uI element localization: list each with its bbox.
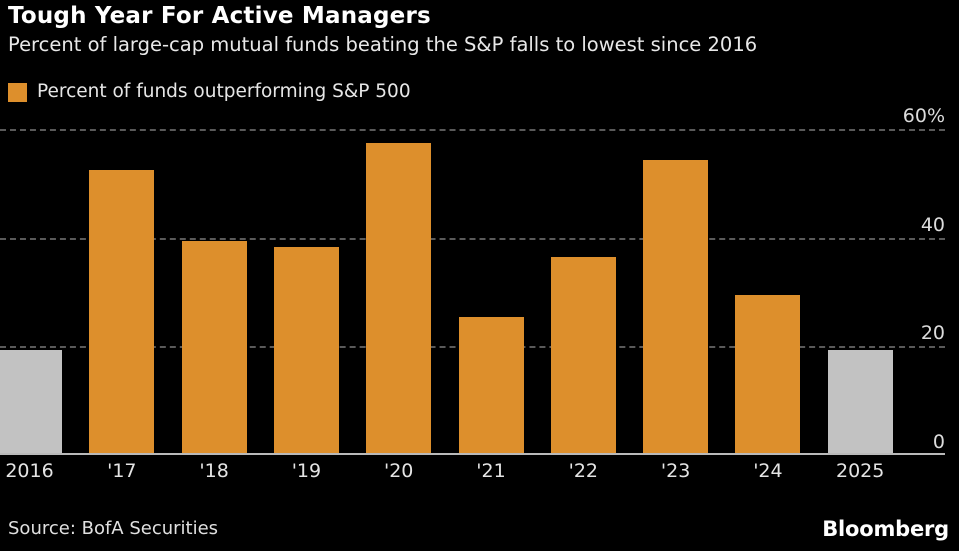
x-axis-tick-label: '17 xyxy=(107,460,137,482)
y-axis-tick-label: 20 xyxy=(920,322,945,345)
x-axis-tick-label: '18 xyxy=(199,460,229,482)
x-axis-tick-label: 2025 xyxy=(836,460,885,482)
bar-2016 xyxy=(0,349,62,453)
x-axis-tick-label: '24 xyxy=(753,460,783,482)
bar-17 xyxy=(89,170,155,453)
x-axis-tick-label: '23 xyxy=(660,460,691,482)
x-axis-tick-label: '20 xyxy=(383,460,414,482)
plot-area: 0 20 40 60% xyxy=(0,107,945,455)
bar-19 xyxy=(273,246,339,453)
y-axis-tick-label: 40 xyxy=(920,213,945,236)
bar-20 xyxy=(366,143,432,453)
x-axis-tick-label: 2016 xyxy=(5,460,54,482)
bar-series xyxy=(0,118,945,455)
chart-header: Tough Year For Active Managers Percent o… xyxy=(8,2,951,58)
chart-footer: Source: BofA Securities Bloomberg xyxy=(0,503,959,551)
y-axis-tick-label: 0 xyxy=(932,431,945,453)
x-axis-line xyxy=(0,453,945,455)
chart-legend: Percent of funds outperforming S&P 500 xyxy=(8,82,411,102)
gridline xyxy=(0,129,945,131)
source-note: Source: BofA Securities xyxy=(8,518,219,539)
bar-23 xyxy=(643,159,709,453)
bar-24 xyxy=(735,295,801,453)
x-axis-ticks: 2016 '17 '18 '19 '20 '21 '22 '23 '24 2025 xyxy=(0,459,945,489)
page-title: Tough Year For Active Managers xyxy=(8,3,431,29)
bar-18 xyxy=(181,241,247,453)
bar-22 xyxy=(550,257,616,453)
legend-item-label: Percent of funds outperforming S&P 500 xyxy=(37,81,411,102)
bar-2025 xyxy=(827,349,893,453)
gridline xyxy=(0,237,945,240)
chart-subtitle: Percent of large-cap mutual funds beatin… xyxy=(8,33,758,56)
orange-square-icon xyxy=(8,82,27,102)
x-axis-tick-label: '19 xyxy=(291,460,322,482)
y-axis-tick-label: 60% xyxy=(902,105,945,127)
bar-21 xyxy=(458,317,524,453)
bloomberg-logo: Bloomberg xyxy=(822,517,949,541)
x-axis-tick-label: '21 xyxy=(476,460,506,482)
x-axis-tick-label: '22 xyxy=(568,460,598,482)
